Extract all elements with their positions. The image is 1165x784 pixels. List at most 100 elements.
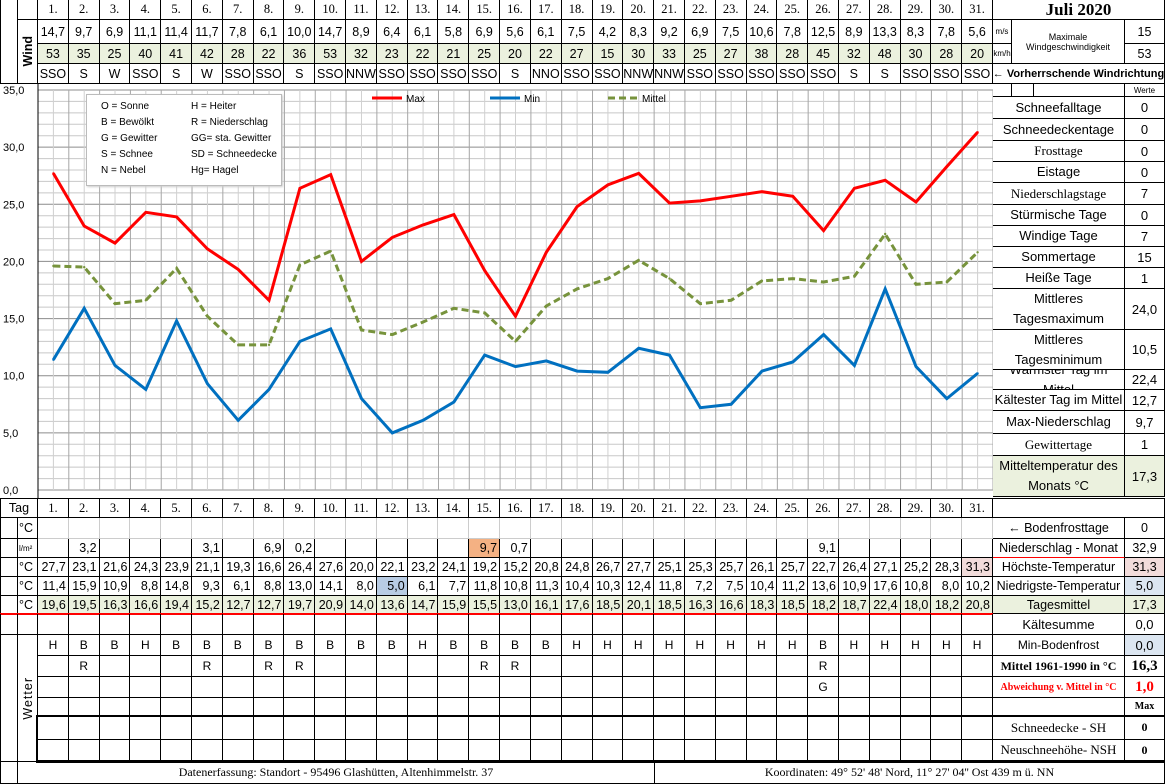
wind-label-text: Wind	[20, 36, 35, 67]
day-header: 16.	[500, 498, 531, 518]
daily-value	[99, 518, 131, 539]
weather-code	[869, 698, 901, 716]
legend-code: B = Bewölkt	[101, 117, 155, 128]
blank-cell	[0, 0, 18, 84]
day-header: 29.	[900, 0, 932, 20]
stat-value: 0	[1125, 205, 1165, 226]
daily-value: 19,2	[469, 558, 501, 577]
weather-code	[99, 656, 131, 677]
wind-ms-value: 10,0	[284, 20, 316, 44]
divider	[0, 613, 993, 615]
daily-value	[715, 539, 747, 558]
blank-cell	[18, 614, 38, 635]
weather-code	[38, 698, 69, 716]
daily-value	[777, 539, 809, 558]
daily-value: 20,8	[962, 596, 993, 614]
daily-value: 23,9	[161, 558, 193, 577]
blank-cell	[684, 740, 716, 762]
data-point-mittel	[391, 333, 394, 336]
blank-cell	[715, 716, 747, 740]
weather-code	[962, 677, 993, 698]
wind-ms-value: 13,3	[869, 20, 901, 44]
weather-code: B	[315, 635, 347, 656]
day-header: 8.	[253, 0, 285, 20]
data-point-max	[360, 260, 363, 263]
blank-cell	[808, 614, 839, 635]
day-header: 3.	[99, 0, 131, 20]
blank-cell	[315, 740, 347, 762]
weather-code	[161, 677, 193, 698]
daily-value: 15,2	[192, 596, 223, 614]
stat-label: Niederschlagstage	[993, 183, 1125, 205]
data-point-max	[175, 215, 178, 219]
day-header: 19.	[592, 0, 624, 20]
day-header: 22.	[684, 0, 716, 20]
weather-code	[407, 677, 439, 698]
wind-kmh-value: 20	[962, 44, 993, 64]
weather-code: R	[808, 656, 839, 677]
wind-direction: SSO	[315, 64, 347, 84]
wind-ms-value: 6,9	[469, 20, 501, 44]
blank-cell	[130, 716, 162, 740]
data-point-mittel	[791, 277, 794, 280]
blank-cell	[500, 740, 531, 762]
weather-code	[438, 698, 470, 716]
daily-value	[161, 539, 193, 558]
legend-code: Hg= Hagel	[191, 165, 239, 176]
weather-code	[592, 656, 624, 677]
day-header: 30.	[931, 0, 963, 20]
blank-cell	[253, 740, 285, 762]
weather-code	[469, 698, 501, 716]
data-point-mittel	[237, 343, 240, 347]
weather-code	[68, 698, 100, 716]
daily-value	[284, 518, 316, 539]
daily-value: 19,5	[68, 596, 100, 614]
daily-value: 16,1	[530, 596, 562, 614]
legend-code: GG= sta. Gewitter	[191, 133, 272, 144]
daily-value: 26,4	[284, 558, 316, 577]
data-point-min	[206, 382, 209, 385]
day-header: 28.	[869, 498, 901, 518]
stat-value: 17,3	[1125, 456, 1165, 497]
daily-value	[530, 518, 562, 539]
blank-cell	[68, 716, 100, 740]
data-point-min	[391, 431, 394, 435]
weather-code: B	[438, 635, 470, 656]
weather-code	[900, 656, 932, 677]
summary-value: 31,3	[1125, 558, 1165, 577]
daily-value: 10,3	[592, 577, 624, 596]
blank-cell	[530, 740, 562, 762]
blank-cell	[315, 716, 347, 740]
blank-cell	[18, 0, 38, 20]
daily-value: 14,7	[407, 596, 439, 614]
day-header: 13.	[407, 498, 439, 518]
wind-kmh-value: 22	[407, 44, 439, 64]
daily-value: 12,4	[623, 577, 655, 596]
daily-value: 7,5	[715, 577, 747, 596]
day-header: 17.	[530, 498, 562, 518]
wind-ms-value: 4,2	[592, 20, 624, 44]
daily-value: 10,2	[962, 577, 993, 596]
weather-code	[222, 656, 254, 677]
daily-value: 27,6	[315, 558, 347, 577]
daily-value: 25,3	[684, 558, 716, 577]
wind-direction: S	[869, 64, 901, 84]
wind-direction: NNO	[530, 64, 562, 84]
wind-kmh-value: 32	[346, 44, 377, 64]
data-point-min	[976, 372, 979, 375]
day-header: 10.	[315, 498, 347, 518]
summary-label: Niederschlag - Monat	[993, 539, 1125, 558]
weather-code	[68, 677, 100, 698]
daily-value	[469, 518, 501, 539]
blank-cell	[931, 716, 963, 740]
blank-cell	[99, 740, 131, 762]
daily-value: 18,5	[654, 596, 685, 614]
wind-ms-value: 12,5	[808, 20, 839, 44]
max-wind-kmh: 53	[1125, 44, 1165, 64]
data-point-max	[883, 179, 887, 182]
wind-kmh-value: 35	[68, 44, 100, 64]
data-point-min	[452, 400, 456, 404]
data-point-mittel	[421, 320, 425, 324]
weather-code	[253, 677, 285, 698]
blank-cell	[161, 716, 193, 740]
